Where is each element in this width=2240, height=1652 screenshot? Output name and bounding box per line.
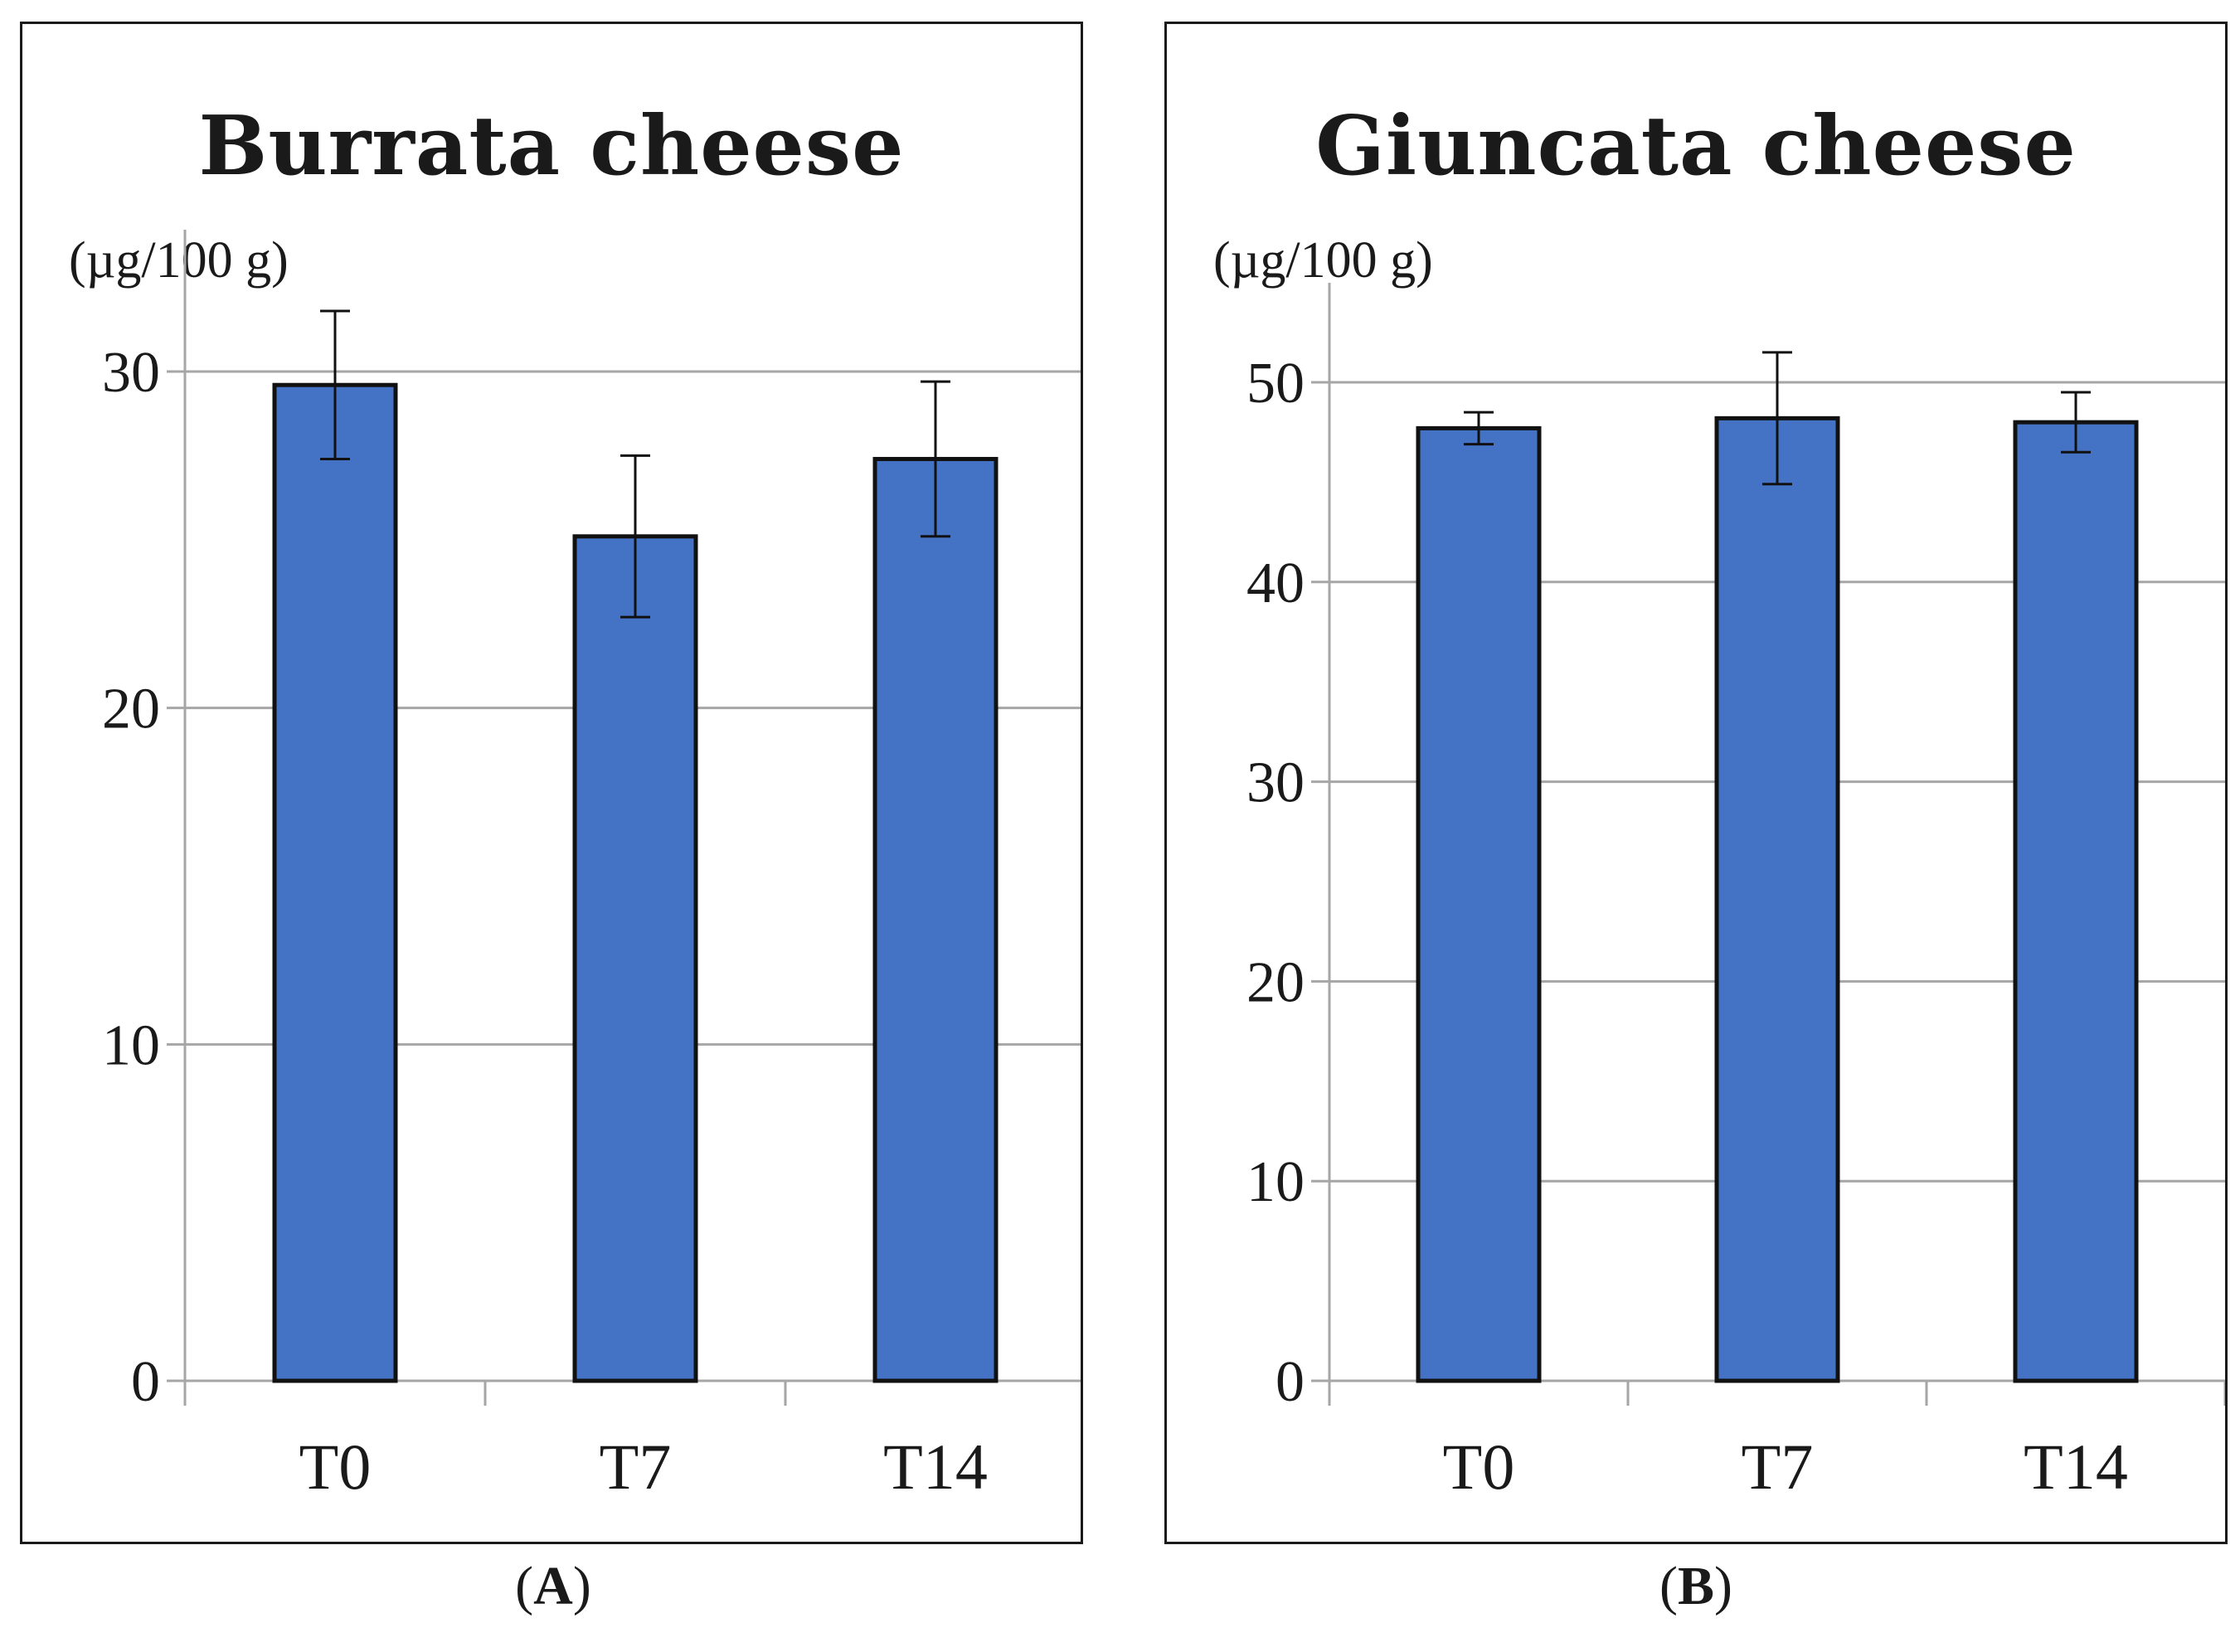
chart-title: Burrata cheese: [198, 99, 905, 194]
bar-t0: [272, 382, 398, 1383]
bar-t14: [2013, 420, 2139, 1383]
bar-t14: [872, 456, 999, 1383]
y-tick-label: 0: [131, 1350, 160, 1414]
chart-panel-giuncata: Giuncata cheese (µg/100 g) 0 10 20 30 40 50 T0…: [1164, 22, 2228, 1544]
y-tick-label: 10: [102, 1013, 160, 1077]
y-tick-label: 40: [1246, 551, 1305, 615]
y-tick-label: 20: [1246, 950, 1305, 1014]
panel-caption-a: (A): [515, 1556, 591, 1616]
y-tick-label: 30: [102, 341, 160, 405]
x-category-label: T14: [883, 1431, 988, 1503]
panel-caption-b: (B): [1659, 1556, 1732, 1616]
y-axis-unit-label: (µg/100 g): [69, 232, 289, 289]
y-tick-label: 50: [1246, 352, 1305, 415]
bar-t7: [1714, 415, 1840, 1383]
x-category-label: T0: [1443, 1431, 1515, 1503]
bar-chart-giuncata: 0 10 20 30 40 50 T0 T7 T14: [1246, 283, 2225, 1503]
panel-letter: A: [533, 1556, 573, 1616]
bar-t7: [572, 534, 698, 1383]
x-category-label: T7: [1742, 1431, 1814, 1503]
bar-chart-burrata: 0 10 20 30 T0 T7 T14: [102, 230, 1081, 1503]
y-tick-label: 20: [102, 678, 160, 741]
bar-t0: [1416, 425, 1542, 1383]
chart-panel-burrata: Burrata cheese (µg/100 g) 0 10 20 30 T0 T7 T14: [20, 22, 1083, 1544]
panel-letter: B: [1677, 1556, 1715, 1616]
y-tick-label: 0: [1275, 1350, 1305, 1414]
y-tick-label: 30: [1246, 751, 1305, 815]
x-category-label: T14: [2024, 1431, 2128, 1503]
x-category-label: T7: [600, 1431, 672, 1503]
x-category-label: T0: [299, 1431, 372, 1503]
y-axis-unit-label: (µg/100 g): [1213, 232, 1433, 289]
chart-title: Giuncata cheese: [1315, 99, 2077, 194]
y-tick-label: 10: [1246, 1150, 1305, 1214]
